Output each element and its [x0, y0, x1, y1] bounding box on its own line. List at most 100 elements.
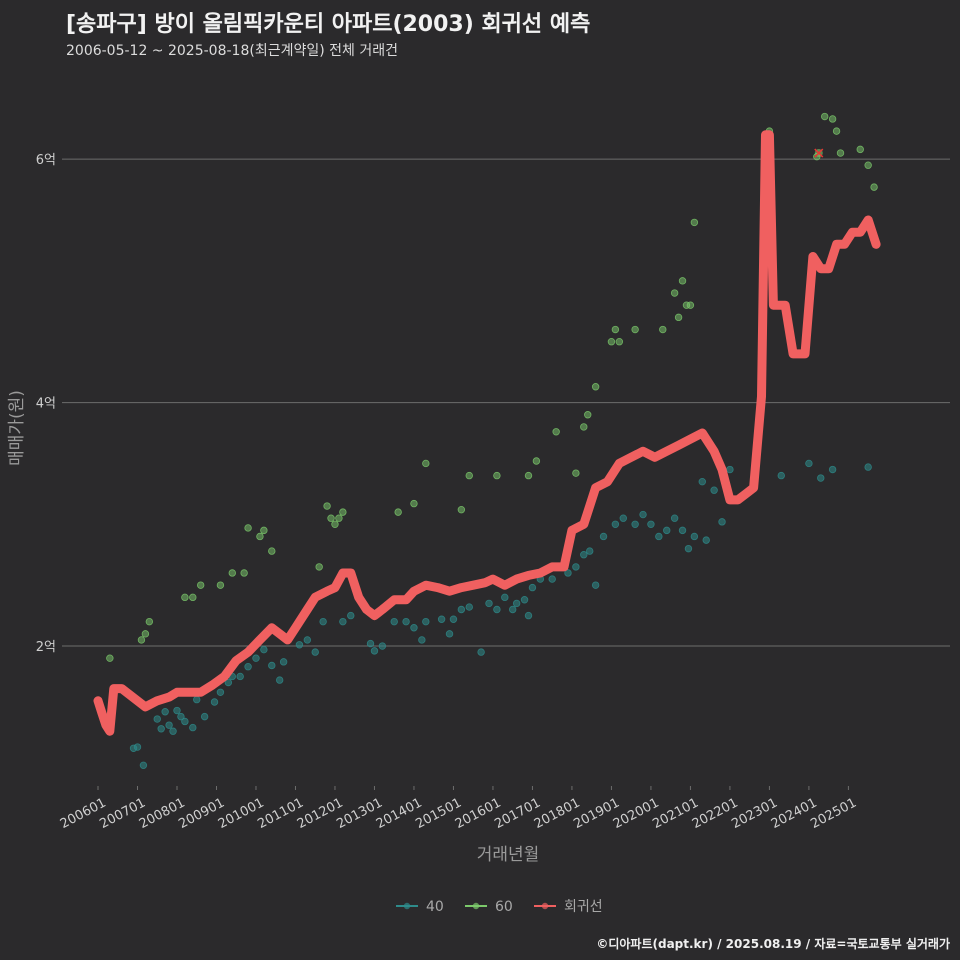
point-40: [493, 605, 501, 614]
point-40: [402, 617, 410, 626]
point-60: [141, 630, 150, 638]
point-60: [552, 428, 560, 436]
point-40: [410, 624, 418, 632]
point-40: [631, 520, 639, 528]
y-tick-label: 2억: [36, 640, 56, 655]
point-60: [580, 423, 588, 431]
point-40: [189, 723, 197, 732]
point-40: [591, 581, 600, 589]
point-60: [145, 617, 154, 626]
chart-subtitle: 2006-05-12 ~ 2025-08-18(최근계약일) 전체 거래건: [66, 43, 398, 59]
point-40: [279, 658, 288, 666]
point-40: [169, 727, 177, 735]
point-60: [832, 127, 841, 135]
point-60: [584, 411, 592, 419]
point-60: [532, 457, 541, 465]
point-60: [189, 593, 197, 602]
point-40: [465, 603, 473, 611]
point-40: [639, 510, 647, 519]
point-40: [586, 547, 594, 555]
point-60: [836, 149, 845, 157]
point-40: [864, 463, 872, 471]
point-60: [465, 471, 473, 480]
point-60: [228, 569, 236, 577]
point-40: [437, 615, 446, 623]
point-40: [193, 695, 201, 704]
chart-title: [송파구] 방이 올림픽카운티 아파트(2003) 회귀선 예측: [66, 12, 591, 37]
point-40: [260, 645, 268, 654]
y-axis-title: 매매가(원): [7, 390, 27, 466]
point-60: [315, 563, 323, 571]
point-60: [572, 469, 580, 477]
point-60: [323, 502, 331, 510]
y-tick-label: 4억: [36, 397, 56, 412]
point-60: [864, 161, 872, 169]
legend-label: 60: [495, 899, 513, 915]
legend-swatch-dot: [472, 902, 480, 910]
series-regression: [93, 130, 881, 736]
point-40: [663, 526, 671, 535]
point-40: [702, 536, 710, 544]
point-60: [196, 581, 205, 589]
series-60: [106, 112, 878, 662]
point-40: [157, 725, 165, 733]
source-caption: ©디아파트(dapt.kr) / 2025.08.19 / 자료=국토교통부 실…: [596, 937, 950, 951]
point-40: [655, 532, 663, 541]
point-60: [327, 514, 335, 522]
point-40: [817, 474, 825, 482]
point-60: [828, 115, 837, 123]
point-60: [457, 505, 466, 514]
point-40: [153, 715, 161, 723]
point-40: [311, 648, 319, 656]
point-40: [485, 599, 493, 608]
point-60: [260, 526, 268, 535]
regression-line: [93, 130, 881, 736]
point-40: [224, 678, 233, 687]
point-60: [856, 145, 864, 154]
point-60: [394, 508, 402, 516]
point-40: [508, 605, 517, 614]
point-60: [674, 313, 683, 322]
point-40: [718, 518, 726, 526]
x-axis: 2006012007012008012009012010012011012012…: [58, 786, 859, 832]
point-60: [870, 183, 878, 191]
point-40: [670, 514, 679, 522]
x-tick-label: 202501: [808, 795, 859, 832]
point-60: [268, 547, 276, 555]
point-40: [177, 712, 185, 721]
point-40: [210, 698, 219, 706]
point-60: [106, 654, 114, 662]
point-40: [564, 569, 572, 577]
point-40: [710, 486, 718, 494]
point-60: [240, 569, 248, 577]
point-60: [137, 636, 146, 644]
point-40: [501, 593, 509, 602]
point-40: [339, 617, 347, 626]
point-40: [418, 636, 426, 644]
point-60: [611, 325, 620, 334]
point-40: [378, 642, 387, 650]
point-40: [319, 617, 327, 626]
point-40: [599, 532, 608, 541]
point-40: [777, 471, 785, 480]
point-40: [698, 477, 706, 486]
point-40: [572, 563, 580, 571]
point-40: [161, 708, 169, 716]
legend-swatch-dot: [403, 902, 411, 910]
point-40: [236, 672, 244, 681]
x-axis-title: 거래년월: [477, 845, 540, 865]
point-40: [805, 459, 813, 468]
point-60: [607, 338, 616, 346]
point-40: [200, 712, 209, 721]
point-60: [493, 471, 501, 480]
point-40: [647, 520, 655, 528]
point-40: [275, 676, 284, 684]
point-40: [445, 630, 454, 638]
point-60: [524, 471, 533, 480]
point-40: [295, 641, 304, 649]
point-60: [244, 524, 252, 532]
point-60: [331, 520, 339, 528]
point-40: [268, 661, 276, 670]
point-60: [659, 325, 667, 334]
